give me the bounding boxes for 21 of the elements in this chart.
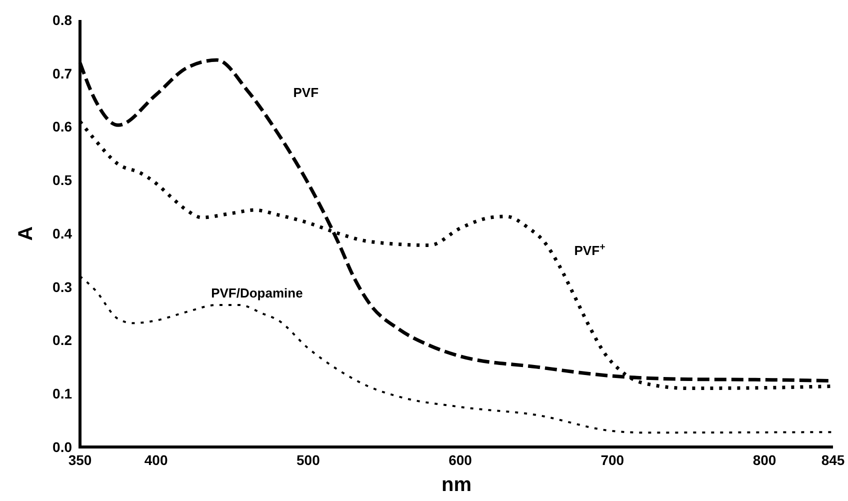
x-tick-label: 600 (448, 452, 472, 468)
x-tick-label: 845 (821, 452, 845, 468)
x-tick-label: 800 (752, 452, 776, 468)
y-tick-label: 0.7 (52, 65, 72, 82)
y-tick-label: 0.2 (52, 332, 72, 348)
series-label: PVF/Dopamine (211, 286, 303, 301)
series-label: PVF$^{+}$ (574, 241, 606, 258)
x-tick-label: 500 (296, 452, 320, 468)
y-tick-label: 0.5 (52, 172, 72, 188)
y-tick-label: 0.6 (52, 118, 72, 135)
y-axis-title: A (15, 226, 37, 241)
x-axis-title: nm (442, 474, 472, 496)
text: PVF (293, 84, 319, 100)
y-tick-label: 0.0 (52, 438, 72, 455)
y-tick-label: 0.3 (52, 278, 72, 295)
x-tick-label: 700 (600, 452, 624, 468)
x-tick-label: 350 (68, 452, 92, 468)
y-tick-label: 0.4 (52, 225, 72, 242)
y-tick-label: 0.8 (52, 12, 72, 28)
x-tick-label: 400 (144, 452, 168, 468)
y-tick-label: 0.1 (52, 386, 72, 402)
